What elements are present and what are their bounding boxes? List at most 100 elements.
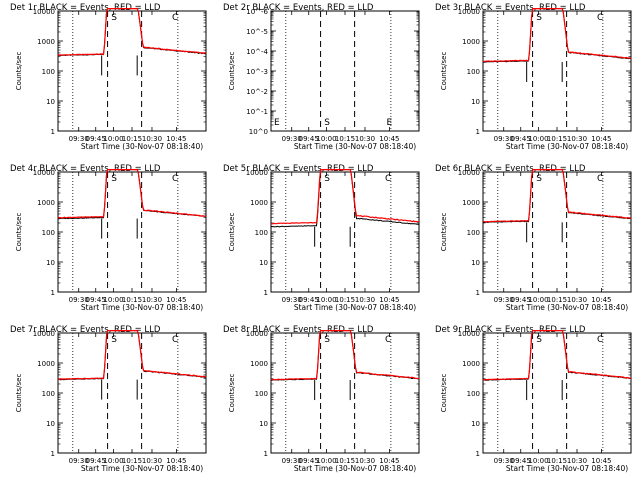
series-lld bbox=[270, 169, 420, 225]
x-tick-label: 10:15 bbox=[335, 296, 355, 304]
y-tick-label: 100 bbox=[255, 229, 268, 237]
y-tick-label: 100 bbox=[42, 390, 55, 398]
y-tick-label: 1 bbox=[476, 128, 480, 136]
y-tick-label: 1000 bbox=[37, 360, 55, 368]
y-tick-label: 10^-3 bbox=[246, 68, 268, 76]
x-tick-label: 09:45 bbox=[86, 457, 106, 465]
series-lld bbox=[270, 330, 420, 381]
x-tick-label: 10:00 bbox=[316, 135, 336, 143]
x-tick-label: 10:30 bbox=[142, 135, 162, 143]
series-events bbox=[482, 330, 632, 381]
panel-title: Det 8r BLACK = Events, RED = LLD bbox=[223, 325, 374, 335]
x-tick-label: 09:45 bbox=[511, 296, 531, 304]
y-tick-label: 10000 bbox=[458, 169, 480, 177]
panel-title: Det 7r BLACK = Events, RED = LLD bbox=[10, 325, 161, 335]
series-events bbox=[483, 8, 632, 63]
y-tick-label: 1 bbox=[476, 450, 480, 458]
event-marker: E bbox=[274, 118, 280, 128]
y-tick-label: 10 bbox=[471, 420, 480, 428]
x-tick-label: 10:30 bbox=[567, 135, 587, 143]
series-lld bbox=[57, 8, 207, 56]
x-tick-label: 10:15 bbox=[547, 296, 567, 304]
y-axis-label: Counts/sec bbox=[440, 374, 448, 413]
y-tick-label: 10 bbox=[46, 259, 55, 267]
y-tick-label: 1 bbox=[51, 450, 55, 458]
x-tick-label: 10:15 bbox=[122, 135, 142, 143]
y-tick-label: 100 bbox=[42, 68, 55, 76]
x-tick-label: 10:30 bbox=[355, 457, 375, 465]
x-tick-label: 09:30 bbox=[69, 457, 89, 465]
x-tick-label: 09:45 bbox=[299, 296, 319, 304]
event-marker: C bbox=[385, 335, 391, 345]
panel-3r: Det 3r BLACK = Events, RED = LLD Counts/s… bbox=[435, 3, 632, 151]
y-tick-label: 1 bbox=[476, 289, 480, 297]
event-marker: S bbox=[324, 174, 330, 184]
event-marker: S bbox=[111, 335, 117, 345]
y-tick-label: 10 bbox=[471, 98, 480, 106]
y-tick-label: 1 bbox=[264, 289, 268, 297]
y-axis-label: Counts/sec bbox=[440, 52, 448, 91]
x-tick-label: 10:30 bbox=[142, 457, 162, 465]
x-tick-label: 10:30 bbox=[567, 457, 587, 465]
panel-title: Det 6r BLACK = Events, RED = LLD bbox=[435, 164, 586, 174]
y-tick-label: 100 bbox=[467, 229, 480, 237]
x-tick-label: 09:45 bbox=[511, 135, 531, 143]
event-marker: C bbox=[172, 13, 178, 23]
x-tick-label: 10:15 bbox=[122, 296, 142, 304]
y-tick-label: 10^-5 bbox=[246, 28, 268, 36]
x-axis-label: Start Time (30-Nov-07 08:18:40) bbox=[506, 464, 628, 473]
y-tick-label: 10000 bbox=[33, 330, 55, 338]
x-axis-label: Start Time (30-Nov-07 08:18:40) bbox=[294, 303, 416, 312]
x-tick-label: 10:45 bbox=[379, 457, 399, 465]
x-axis-label: Start Time (30-Nov-07 08:18:40) bbox=[294, 464, 416, 473]
y-tick-label: 1 bbox=[51, 289, 55, 297]
x-tick-label: 09:30 bbox=[494, 135, 514, 143]
panel-4r: Det 4r BLACK = Events, RED = LLD Counts/s… bbox=[10, 164, 207, 312]
x-axis-label: Start Time (30-Nov-07 08:18:40) bbox=[81, 464, 203, 473]
event-marker: C bbox=[597, 174, 603, 184]
x-tick-label: 10:45 bbox=[591, 135, 611, 143]
y-tick-label: 100 bbox=[467, 390, 480, 398]
axes-frame bbox=[482, 10, 632, 132]
event-marker: C bbox=[597, 13, 603, 23]
y-tick-label: 1000 bbox=[462, 360, 480, 368]
x-tick-label: 10:00 bbox=[528, 135, 548, 143]
panel-7r: Det 7r BLACK = Events, RED = LLD Counts/s… bbox=[10, 325, 207, 473]
y-axis-label: Counts/sec bbox=[228, 52, 236, 91]
y-tick-label: 10^-1 bbox=[246, 108, 268, 116]
axes-frame bbox=[482, 171, 632, 293]
y-tick-label: 10 bbox=[471, 259, 480, 267]
x-tick-label: 10:45 bbox=[379, 135, 399, 143]
x-tick-label: 10:00 bbox=[103, 135, 123, 143]
x-axis-label: Start Time (30-Nov-07 08:18:40) bbox=[506, 142, 628, 151]
y-tick-label: 10000 bbox=[458, 8, 480, 16]
y-tick-label: 10 bbox=[259, 420, 268, 428]
series-lld bbox=[58, 330, 207, 380]
event-marker: E bbox=[386, 118, 392, 128]
y-tick-label: 1 bbox=[264, 450, 268, 458]
y-tick-label: 100 bbox=[42, 229, 55, 237]
y-tick-label: 100 bbox=[255, 390, 268, 398]
x-tick-label: 09:30 bbox=[494, 296, 514, 304]
event-marker: S bbox=[536, 174, 542, 184]
x-tick-label: 10:15 bbox=[547, 135, 567, 143]
x-tick-label: 10:00 bbox=[528, 296, 548, 304]
y-tick-label: 1000 bbox=[250, 199, 268, 207]
x-tick-label: 10:15 bbox=[122, 457, 142, 465]
series-lld bbox=[482, 8, 632, 63]
panel-title: Det 5r BLACK = Events, RED = LLD bbox=[223, 164, 374, 174]
axes-frame bbox=[57, 10, 207, 132]
event-marker: C bbox=[172, 335, 178, 345]
y-tick-label: 10000 bbox=[458, 330, 480, 338]
axes-frame bbox=[270, 10, 420, 132]
x-tick-label: 10:45 bbox=[591, 296, 611, 304]
event-marker: S bbox=[111, 13, 117, 23]
x-tick-label: 09:30 bbox=[69, 135, 89, 143]
x-tick-label: 10:30 bbox=[355, 135, 375, 143]
x-tick-label: 10:00 bbox=[103, 296, 123, 304]
y-tick-label: 10000 bbox=[33, 8, 55, 16]
y-axis-label: Counts/sec bbox=[228, 374, 236, 413]
x-tick-label: 10:45 bbox=[379, 296, 399, 304]
